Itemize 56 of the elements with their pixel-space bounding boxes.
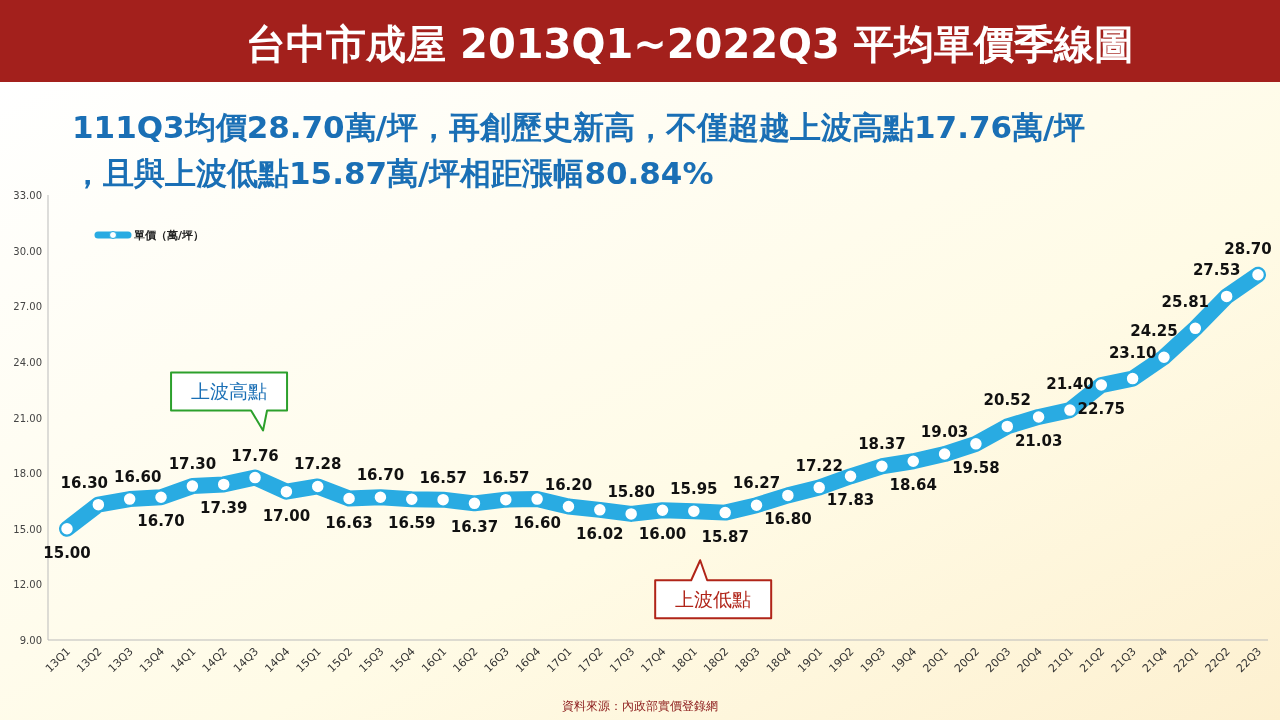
data-label: 16.02	[576, 524, 624, 543]
data-label: 15.95	[670, 480, 718, 499]
data-label: 17.22	[795, 456, 843, 475]
y-tick-label: 30.00	[13, 245, 42, 257]
y-tick-label: 33.00	[13, 190, 42, 201]
data-label: 16.60	[113, 468, 162, 487]
data-label: 21.40	[1046, 375, 1094, 394]
data-label: 15.00	[43, 543, 91, 562]
data-label: 16.30	[60, 473, 109, 492]
data-label: 17.76	[231, 446, 279, 465]
data-label: 18.64	[889, 476, 937, 495]
legend-label: 單價（萬/坪）	[133, 229, 205, 242]
data-label: 15.87	[701, 527, 749, 546]
data-label: 16.63	[325, 513, 373, 532]
data-label: 24.25	[1130, 322, 1178, 341]
data-label: 16.70	[137, 512, 185, 531]
callout: 上波低點	[654, 559, 773, 620]
data-label: 16.37	[450, 518, 499, 537]
data-label: 16.70	[356, 466, 405, 485]
title: 台中市成屋 2013Q1~2022Q3 平均單價季線圖	[246, 21, 1134, 67]
data-label: 17.00	[262, 506, 311, 525]
data-label: 16.57	[482, 468, 530, 487]
y-tick-label: 9.00	[19, 635, 42, 646]
data-label: 22.75	[1077, 400, 1125, 419]
data-label: 27.53	[1192, 261, 1241, 280]
data-label: 17.83	[826, 491, 875, 510]
data-label: 15.80	[607, 482, 655, 501]
data-label: 16.59	[388, 514, 436, 533]
y-tick-label: 24.00	[13, 356, 42, 368]
data-label: 25.81	[1161, 293, 1210, 312]
subtitle: 111Q3均價28.70萬/坪，再創歷史新高，不僅超越上波高點17.76萬/坪，且與上波低點15.87萬/坪相距漲幅80.84%	[72, 109, 1086, 191]
data-label: 16.27	[732, 474, 781, 493]
data-label: 16.60	[513, 514, 561, 533]
data-label: 17.39	[200, 499, 248, 518]
data-label: 16.00	[638, 525, 687, 544]
data-label: 19.58	[952, 458, 1000, 477]
data-label: 16.20	[544, 475, 593, 494]
data-label: 17.30	[168, 455, 217, 474]
data-label: 16.57	[419, 468, 467, 487]
y-tick-label: 15.00	[13, 523, 42, 535]
data-label: 19.03	[920, 423, 969, 442]
y-tick-label: 27.00	[13, 301, 42, 313]
y-tick-label: 12.00	[13, 579, 42, 591]
data-label: 18.37	[858, 435, 906, 454]
data-label: 17.28	[294, 455, 342, 474]
data-label: 28.70	[1224, 239, 1272, 258]
source: 資料來源：內政部實價登錄網	[562, 699, 718, 713]
y-tick-label: 18.00	[13, 468, 42, 480]
data-label: 16.80	[764, 510, 812, 529]
y-tick-label: 21.00	[13, 412, 42, 424]
annotation: 上波低點	[675, 588, 752, 611]
callout: 上波高點	[170, 371, 289, 432]
data-label: 21.03	[1014, 431, 1063, 450]
annotation: 上波高點	[191, 380, 268, 403]
data-label: 20.52	[983, 391, 1031, 410]
data-label: 23.10	[1108, 343, 1157, 362]
